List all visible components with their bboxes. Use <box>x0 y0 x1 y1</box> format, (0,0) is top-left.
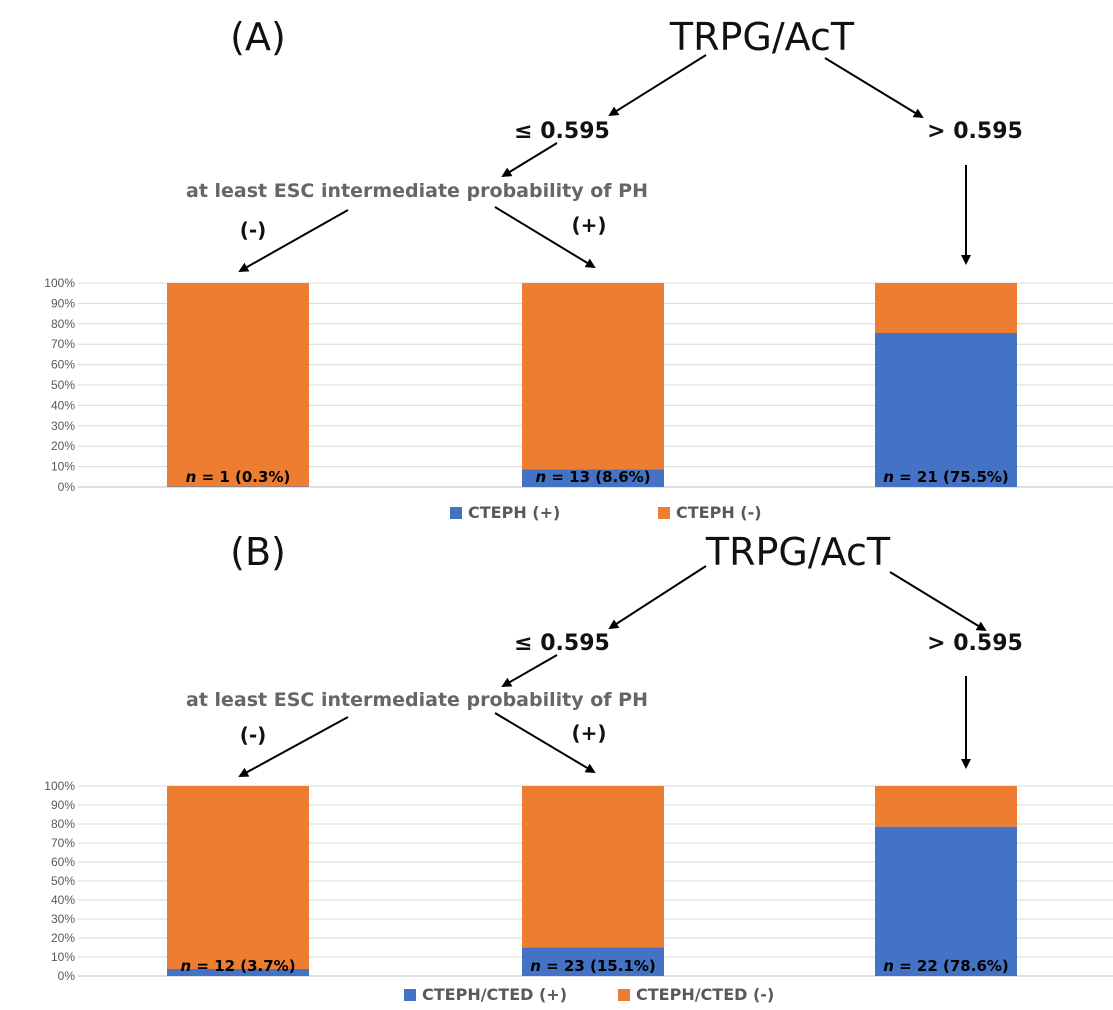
panel-b-data-labels: n = 12 (3.7%) n = 23 (15.1%) n = 22 (78.6%… <box>180 957 1008 975</box>
panel-a-sub-positive: (+) <box>571 213 606 237</box>
panel-b-arrow-low-sub <box>501 654 558 687</box>
panel-b-bars <box>167 786 1017 976</box>
panel-b-y-tick-label: 100% <box>44 779 75 793</box>
panel-b-data-label-2: n = 23 (15.1%) <box>530 957 656 975</box>
panel-a-legend: CTEPH (+) CTEPH (-) <box>450 503 762 522</box>
panel-a-bar-negative-3 <box>875 283 1017 333</box>
panel-a-y-tick-label: 100% <box>44 276 75 290</box>
panel-a-legend-swatch <box>658 507 670 519</box>
panel-a-y-tick-label: 90% <box>51 296 75 310</box>
panel-b-bar-positive-2 <box>522 947 664 976</box>
panel-b-arrow-root-high <box>889 571 987 632</box>
panel-a-bar-negative-2 <box>522 283 664 470</box>
panel-b-y-tick-label: 30% <box>51 912 75 926</box>
panel-b-y-tick-label: 50% <box>51 874 75 888</box>
panel-a-bars <box>167 283 1017 487</box>
panel-b-data-label-1: n = 12 (3.7%) <box>180 957 295 975</box>
panel-b-y-tick-label: 0% <box>58 969 76 983</box>
panel-a-y-tick-label: 50% <box>51 378 75 392</box>
panel-b-sub-negative: (-) <box>240 723 267 747</box>
panel-a-arrow-root-high <box>824 57 924 119</box>
panel-a-y-tick-label: 10% <box>51 460 75 474</box>
panel-a-y-tick-label: 30% <box>51 419 75 433</box>
panel-a-data-label-1: n = 1 (0.3%) <box>186 468 291 486</box>
panel-b-y-ticks: 0% 10% 20% 30% 40% 50% 60% 70% 80% 90% 100% <box>44 779 75 983</box>
panel-a-bar-positive-2 <box>522 469 664 487</box>
panel-a-arrow-sub-negative <box>238 209 349 272</box>
panel-a-y-tick-label: 20% <box>51 439 75 453</box>
panel-a-root-node: TRPG/AcT <box>669 15 855 59</box>
panel-b-legend-label: CTEPH/CTED (+) <box>422 985 567 1004</box>
panel-a-arrow-root-low <box>608 54 707 117</box>
panel-b-arrow-root-low <box>608 565 707 630</box>
panel-a-data-labels: n = 1 (0.3%) n = 13 (8.6%) n = 21 (75.5%) <box>186 468 1009 486</box>
panel-b-y-tick-label: 40% <box>51 893 75 907</box>
panel-a-low-branch: ≤ 0.595 <box>514 119 610 144</box>
panel-b-high-branch: > 0.595 <box>927 631 1023 656</box>
panel-b-arrow-sub-positive <box>494 712 596 774</box>
panel-b-y-tick-label: 10% <box>51 950 75 964</box>
panel-a-label: (A) <box>230 15 286 59</box>
panel-a-arrow-low-sub <box>501 142 558 178</box>
panel-b-sub-node: at least ESC intermediate probability of… <box>186 689 648 711</box>
panel-a-bar-negative-1 <box>167 283 309 487</box>
panel-b-tree: (B) TRPG/AcT ≤ 0.595 > 0.595 at least ES… <box>186 530 1023 777</box>
panel-a-y-tick-label: 60% <box>51 358 75 372</box>
panel-b-y-tick-label: 20% <box>51 931 75 945</box>
panel-b-bar-negative-1 <box>167 786 309 969</box>
panel-b-label: (B) <box>230 530 286 574</box>
panel-b-root-node: TRPG/AcT <box>705 530 891 574</box>
panel-a-y-tick-label: 70% <box>51 337 75 351</box>
panel-a-arrow-sub-positive <box>494 206 596 269</box>
panel-a-sub-negative: (-) <box>240 218 267 242</box>
panel-b-low-branch: ≤ 0.595 <box>514 631 610 656</box>
panel-a-legend-label: CTEPH (-) <box>676 503 762 522</box>
panel-b-arrow-sub-negative <box>238 716 349 777</box>
panel-a-data-label-3: n = 21 (75.5%) <box>883 468 1009 486</box>
panel-b-y-tick-label: 90% <box>51 798 75 812</box>
panel-a-sub-node: at least ESC intermediate probability of… <box>186 180 648 202</box>
panel-a-y-tick-label: 80% <box>51 317 75 331</box>
panel-b-bar-positive-3 <box>875 826 1017 976</box>
panel-b-bar-negative-3 <box>875 786 1017 827</box>
panel-b-legend: CTEPH/CTED (+) CTEPH/CTED (-) <box>404 985 774 1004</box>
panel-a-legend-label: CTEPH (+) <box>468 503 560 522</box>
panel-b-y-tick-label: 80% <box>51 817 75 831</box>
panel-b-legend-swatch <box>618 989 630 1001</box>
panel-b-y-tick-label: 60% <box>51 855 75 869</box>
panel-a-legend-swatch <box>450 507 462 519</box>
panel-a-high-branch: > 0.595 <box>927 119 1023 144</box>
panel-a-y-tick-label: 0% <box>58 480 76 494</box>
panel-b-legend-label: CTEPH/CTED (-) <box>636 985 774 1004</box>
panel-b-bar-positive-1 <box>167 968 309 976</box>
panel-b-bar-negative-2 <box>522 786 664 948</box>
panel-a-data-label-2: n = 13 (8.6%) <box>535 468 650 486</box>
panel-b-data-label-3: n = 22 (78.6%) <box>883 957 1009 975</box>
panel-a-bar-positive-1 <box>167 486 309 487</box>
panel-b-chart: 0% 10% 20% 30% 40% 50% 60% 70% 80% 90% 100% n = 12… <box>44 779 1113 1004</box>
panel-b-sub-positive: (+) <box>571 721 606 745</box>
panel-a-y-ticks: 0% 10% 20% 30% 40% 50% 60% 70% 80% 90% 100% <box>44 276 75 494</box>
panel-a-y-tick-label: 40% <box>51 398 75 412</box>
panel-b-legend-swatch <box>404 989 416 1001</box>
panel-a-bar-positive-3 <box>875 332 1017 487</box>
panel-a-tree: (A) TRPG/AcT ≤ 0.595 > 0.595 at least ES… <box>186 15 1023 272</box>
panel-a-chart: 0% 10% 20% 30% 40% 50% 60% 70% 80% 90% 100% n = 1 … <box>44 276 1113 522</box>
panel-b-y-tick-label: 70% <box>51 836 75 850</box>
